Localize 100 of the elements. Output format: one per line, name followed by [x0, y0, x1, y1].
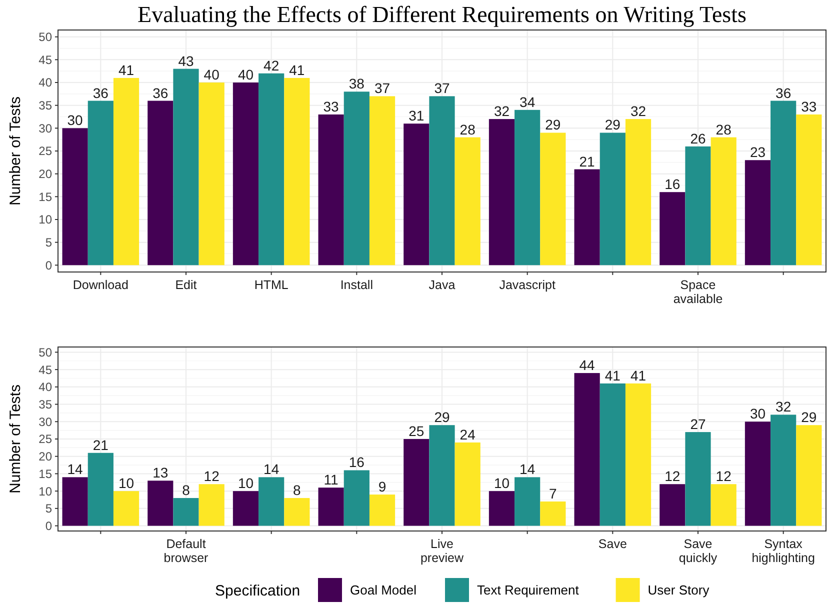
- data-label: 28: [716, 121, 732, 138]
- bar: [88, 452, 114, 526]
- data-label: 23: [750, 144, 766, 160]
- bar: [258, 73, 284, 266]
- y-tick-label: 35: [38, 98, 52, 113]
- bar: [198, 82, 224, 266]
- bar: [600, 383, 626, 526]
- bar: [454, 442, 480, 526]
- bar: [488, 491, 515, 526]
- bar: [770, 414, 796, 526]
- bar: [284, 78, 310, 266]
- y-tick-label: 20: [38, 167, 52, 182]
- bar: [232, 82, 259, 266]
- x-tick-label: Live preview: [420, 537, 465, 565]
- data-label: 14: [67, 461, 84, 478]
- bar: [344, 92, 370, 266]
- data-label: 16: [664, 176, 680, 192]
- bar: [62, 128, 88, 266]
- bar: [198, 484, 224, 526]
- bar: [369, 96, 396, 266]
- bar: [710, 137, 736, 266]
- data-label: 13: [152, 464, 168, 481]
- data-label: 10: [238, 475, 254, 492]
- x-tick-label: HTML: [254, 278, 288, 292]
- bar: [318, 488, 344, 526]
- bar: [369, 494, 396, 526]
- bar: [173, 498, 199, 526]
- legend-title: Specification: [215, 582, 300, 600]
- data-label: 29: [604, 116, 621, 133]
- data-label: 29: [545, 116, 561, 133]
- bar: [574, 169, 600, 266]
- bar: [488, 119, 515, 266]
- bar: [540, 132, 566, 266]
- bar: [540, 501, 566, 526]
- bar: [514, 477, 540, 526]
- y-tick-label: 0: [45, 258, 52, 272]
- data-label: 40: [204, 66, 220, 83]
- bar: [796, 114, 822, 266]
- data-label: 34: [520, 94, 536, 110]
- bar: [148, 480, 174, 526]
- data-label: 41: [289, 62, 305, 78]
- data-label: 37: [434, 80, 450, 96]
- bar: [660, 484, 686, 526]
- bar: [685, 146, 711, 266]
- bar: [454, 137, 480, 266]
- chart-title: Evaluating the Effects of Different Requirements on Writing Tests: [138, 2, 747, 27]
- data-label: 26: [690, 130, 706, 146]
- data-label: 43: [178, 52, 194, 69]
- y-tick-label: 25: [38, 432, 52, 446]
- y-tick-label: 5: [45, 236, 52, 250]
- y-tick-label: 0: [45, 518, 52, 533]
- y-tick-label: 40: [38, 76, 52, 90]
- legend-label: Goal Model: [350, 582, 417, 598]
- y-tick-label: 30: [38, 414, 52, 429]
- x-tick-label: Install: [340, 278, 373, 292]
- bar: [685, 432, 711, 526]
- data-label: 8: [182, 482, 190, 498]
- bar: [88, 100, 114, 266]
- data-label: 31: [408, 108, 424, 124]
- data-label: 25: [408, 423, 424, 439]
- x-tick-label: Space available: [673, 278, 723, 306]
- data-label: 10: [494, 475, 510, 492]
- data-label: 28: [460, 121, 476, 138]
- bar: [429, 96, 455, 266]
- legend-label: Text Requirement: [477, 582, 580, 598]
- data-label: 32: [776, 398, 792, 415]
- data-label: 40: [238, 66, 254, 83]
- x-tick-label: Syntax highlighting: [752, 537, 815, 565]
- legend-label: User Story: [648, 582, 710, 598]
- bar: [404, 124, 430, 266]
- bar: [113, 78, 140, 266]
- data-label: 29: [434, 409, 450, 426]
- x-tick-label: Save: [598, 537, 627, 551]
- bar: [284, 498, 310, 526]
- data-label: 12: [204, 468, 220, 484]
- data-label: 27: [690, 416, 706, 432]
- data-label: 14: [264, 461, 280, 478]
- y-axis-title: Number of Tests: [7, 384, 24, 494]
- bar: [258, 477, 284, 526]
- y-tick-label: 20: [38, 450, 52, 464]
- data-label: 32: [630, 103, 646, 120]
- bar: [600, 132, 626, 266]
- bar: [232, 491, 259, 526]
- data-label: 36: [152, 84, 168, 101]
- bar: [770, 100, 796, 266]
- bar: [574, 373, 600, 526]
- data-label: 10: [118, 475, 134, 492]
- y-tick-label: 40: [38, 380, 52, 394]
- x-tick-label: Javascript: [499, 278, 556, 292]
- y-tick-label: 5: [45, 502, 52, 516]
- data-label: 8: [293, 482, 302, 498]
- data-label: 29: [801, 409, 817, 426]
- data-label: 41: [630, 367, 646, 384]
- bar: [796, 425, 822, 526]
- data-label: 41: [604, 367, 621, 384]
- bar: [173, 68, 199, 266]
- data-label: 21: [92, 436, 109, 453]
- y-tick-label: 35: [38, 397, 52, 412]
- bar: [148, 100, 174, 266]
- y-tick-label: 50: [38, 30, 52, 44]
